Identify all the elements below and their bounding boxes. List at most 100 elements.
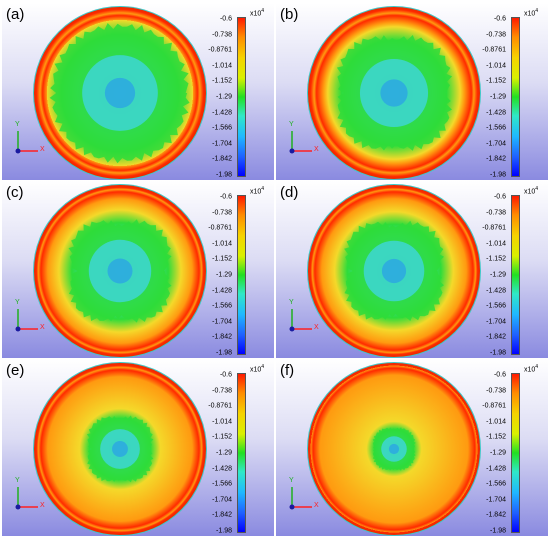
colorbar-tick: -1.842 — [486, 333, 506, 341]
colorbar-tick: -1.014 — [486, 62, 506, 70]
colorbar-tick: -1.566 — [212, 124, 232, 132]
colorbar-tick: -1.152 — [486, 433, 506, 441]
axis-x-label: X — [40, 502, 45, 509]
axis-triad — [289, 131, 312, 154]
colorbar-tick: -1.704 — [212, 318, 232, 326]
panel-label: (d) — [280, 184, 299, 201]
colorbar-tick: -1.704 — [486, 496, 506, 504]
colorbar-tick: -0.6 — [493, 193, 506, 201]
colorbar-tick: -0.6 — [493, 371, 506, 379]
colorbar-tick: -1.842 — [486, 511, 506, 519]
axis-x-label: X — [40, 324, 45, 331]
colorbar-tick: -0.738 — [486, 387, 506, 395]
axis-x-label: X — [40, 146, 45, 153]
panel-0: X Y (a) x104 -0.6 -0.738 -0.8761 -1.014 -1.152 -1… — [2, 3, 274, 180]
colorbar-tick: -0.6 — [219, 193, 232, 201]
axis-y-label: Y — [289, 477, 294, 484]
axis-x-label: X — [314, 502, 319, 509]
colorbar-scale: x104 — [250, 8, 265, 18]
colorbar-tick: -0.738 — [486, 31, 506, 39]
disc-plot — [289, 184, 481, 358]
colorbar — [511, 17, 520, 177]
colorbar-tick: -1.98 — [490, 171, 506, 179]
colorbar-tick: -1.152 — [212, 255, 232, 263]
colorbar-tick: -1.152 — [212, 433, 232, 441]
axis-triad — [289, 487, 312, 510]
colorbar-tick: -1.842 — [212, 511, 232, 519]
colorbar-tick: -1.566 — [212, 480, 232, 488]
panel-label: (f) — [280, 362, 295, 379]
colorbar-tick: -1.704 — [212, 140, 232, 148]
panel-3: X Y (d) x104 -0.6 -0.738 -0.8761 -1.014 -1.152 -1… — [276, 181, 548, 358]
axis-y-label: Y — [15, 121, 20, 128]
colorbar-tick: -1.842 — [486, 155, 506, 163]
colorbar-tick: -0.6 — [219, 371, 232, 379]
disc-plot — [15, 184, 207, 358]
colorbar-tick: -0.8761 — [482, 402, 506, 410]
colorbar-tick: -1.566 — [486, 480, 506, 488]
center-zone — [104, 77, 136, 109]
colorbar-tick: -1.428 — [486, 287, 506, 295]
colorbar-tick: -0.738 — [212, 31, 232, 39]
colorbar — [237, 373, 246, 533]
colorbar — [511, 195, 520, 355]
panel-5: X Y (f) x104 -0.6 -0.738 -0.8761 -1.014 -1.152 -1… — [276, 359, 548, 536]
colorbar-tick: -1.704 — [486, 140, 506, 148]
colorbar-tick: -1.428 — [212, 109, 232, 117]
colorbar-tick: -1.98 — [490, 349, 506, 357]
colorbar-tick: -1.566 — [212, 302, 232, 310]
colorbar-tick: -1.428 — [486, 109, 506, 117]
colorbar-tick: -1.98 — [216, 171, 232, 179]
panel-label: (a) — [6, 6, 25, 23]
axis-triad — [15, 487, 38, 510]
colorbar-tick: -0.738 — [486, 209, 506, 217]
colorbar — [237, 195, 246, 355]
colorbar-tick: -1.29 — [490, 93, 506, 101]
axis-y-label: Y — [289, 121, 294, 128]
disc-plot — [15, 6, 207, 180]
axis-y-label: Y — [15, 477, 20, 484]
colorbar-tick: -0.8761 — [208, 402, 232, 410]
panel-label: (c) — [6, 184, 24, 201]
colorbar-tick: -0.738 — [212, 209, 232, 217]
colorbar-tick: -0.8761 — [482, 46, 506, 54]
colorbar — [237, 17, 246, 177]
disc-plot — [15, 362, 207, 536]
colorbar-tick: -1.29 — [216, 449, 232, 457]
colorbar-tick: -1.014 — [212, 62, 232, 70]
colorbar-tick: -0.6 — [493, 15, 506, 23]
colorbar-tick: -1.014 — [486, 240, 506, 248]
disc-plot — [289, 362, 481, 536]
colorbar-tick: -1.29 — [490, 271, 506, 279]
center-zone — [388, 443, 400, 455]
colorbar-scale: x104 — [250, 364, 265, 374]
colorbar-tick: -1.014 — [486, 418, 506, 426]
colorbar-tick: -1.98 — [216, 349, 232, 357]
colorbar-tick: -1.29 — [490, 449, 506, 457]
colorbar-tick: -1.152 — [486, 255, 506, 263]
colorbar-tick: -1.29 — [216, 93, 232, 101]
colorbar-tick: -0.738 — [212, 387, 232, 395]
axis-triad — [15, 131, 38, 154]
colorbar-tick: -1.152 — [486, 77, 506, 85]
panel-label: (e) — [6, 362, 25, 379]
colorbar-tick: -1.428 — [212, 465, 232, 473]
panel-1: X Y (b) x104 -0.6 -0.738 -0.8761 -1.014 -1.152 -1… — [276, 3, 548, 180]
center-zone — [380, 79, 408, 107]
colorbar-tick: -0.6 — [219, 15, 232, 23]
colorbar-tick: -1.704 — [486, 318, 506, 326]
center-zone — [107, 258, 133, 284]
colorbar-scale: x104 — [524, 8, 539, 18]
axis-y-label: Y — [289, 299, 294, 306]
colorbar-scale: x104 — [524, 364, 539, 374]
axis-triad — [289, 309, 312, 332]
colorbar-tick: -1.704 — [212, 496, 232, 504]
colorbar-tick: -1.014 — [212, 240, 232, 248]
panel-4: X Y (e) x104 -0.6 -0.738 -0.8761 -1.014 -1.152 -1… — [2, 359, 274, 536]
colorbar-tick: -1.98 — [216, 527, 232, 535]
colorbar-tick: -1.428 — [486, 465, 506, 473]
colorbar-tick: -1.566 — [486, 302, 506, 310]
axis-x-label: X — [314, 146, 319, 153]
colorbar-tick: -0.8761 — [208, 224, 232, 232]
